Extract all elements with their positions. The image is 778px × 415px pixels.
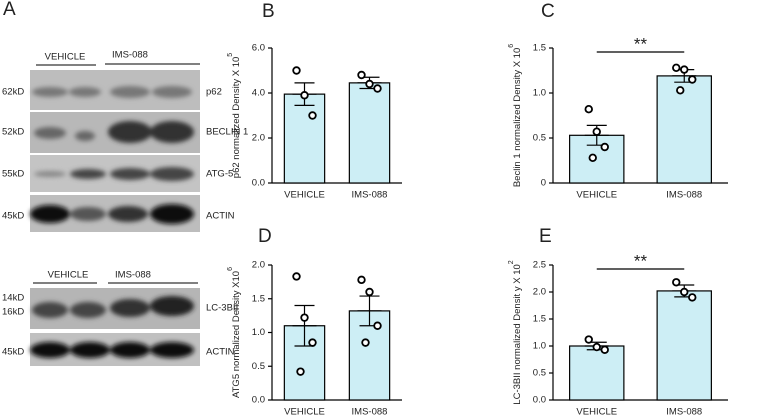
y-tick-label: 2.0 xyxy=(252,133,265,144)
y-tick-label: 1.5 xyxy=(533,43,546,54)
data-point xyxy=(308,338,317,347)
x-tick-label: IMS-088 xyxy=(352,407,388,415)
panel-label: C xyxy=(541,1,555,22)
y-tick-label: 0 xyxy=(541,178,546,189)
data-point xyxy=(308,111,317,120)
y-tick-label: 1.0 xyxy=(252,327,265,338)
size-label: 52kD xyxy=(2,127,24,138)
y-tick-label: 0.5 xyxy=(252,361,265,372)
group-label: VEHICLE xyxy=(48,270,89,281)
y-tick-label: 1.5 xyxy=(252,293,265,304)
x-tick-label: VEHICLE xyxy=(284,190,325,201)
y-tick-label: 6.0 xyxy=(252,43,265,54)
y-tick-label: 0.0 xyxy=(252,395,265,406)
data-point xyxy=(296,367,305,376)
panel-label: A xyxy=(3,0,16,20)
y-axis-title-text: Beclin 1 normalized Density X 10 xyxy=(512,48,523,187)
data-point xyxy=(292,66,301,75)
data-point xyxy=(676,86,685,95)
y-tick-label: 0.0 xyxy=(252,178,265,189)
y-tick-label: 1.0 xyxy=(533,341,546,352)
y-axis-title: Beclin 1 normalized Density X 106 xyxy=(508,44,523,187)
data-point xyxy=(672,278,681,287)
bar xyxy=(348,82,391,184)
data-point xyxy=(672,63,681,72)
significance-label: ** xyxy=(634,251,648,270)
y-tick-label: 1.0 xyxy=(533,88,546,99)
significance-label: ** xyxy=(634,34,648,53)
y-tick-label: 2.5 xyxy=(533,260,546,271)
protein-label: ATG-5 xyxy=(206,169,233,180)
group-label: IMS-088 xyxy=(115,270,151,281)
y-axis-title: LC-3BII normalized Densit y X 102 xyxy=(508,260,523,404)
y-axis-title: ATG5 normalized Density X106 xyxy=(227,267,242,398)
data-point xyxy=(688,293,697,302)
y-tick-label: 0.5 xyxy=(533,133,546,144)
y-tick-label: 1.5 xyxy=(533,314,546,325)
data-point xyxy=(357,275,366,285)
bar xyxy=(656,75,712,184)
y-axis-title-text: LC-3BII normalized Densit y X 10 xyxy=(512,264,523,404)
protein-label: ACTIN xyxy=(206,211,235,222)
blot-panel-bottom: VEHICLE IMS-088 14kD 16kD 45kD LC-3BII A… xyxy=(2,270,238,366)
y-axis-title-text: ATG5 normalized Density X10 xyxy=(231,271,242,398)
data-point xyxy=(365,287,374,297)
bar xyxy=(283,93,326,184)
data-point xyxy=(361,338,370,347)
bar xyxy=(569,345,625,401)
panel-label: B xyxy=(262,1,275,22)
y-tick-label: 0.0 xyxy=(533,395,546,406)
data-point xyxy=(300,91,309,100)
size-label: 45kD xyxy=(2,211,24,222)
y-axis-title-exponent: 5 xyxy=(227,53,234,57)
data-point xyxy=(584,104,593,114)
blot-panel-top: VEHICLE IMS-088 62kD 52kD 55kD 45kD p62 … xyxy=(2,50,248,232)
y-axis-title-exponent: 2 xyxy=(508,260,515,264)
protein-label: ACTIN xyxy=(206,347,235,358)
y-axis-title-text: p62 normalized Density X 10 xyxy=(231,57,242,178)
protein-label: BECLIN 1 xyxy=(206,127,248,138)
y-axis-title: p62 normalized Density X 105 xyxy=(227,53,242,178)
bar xyxy=(656,290,712,401)
data-point xyxy=(373,321,382,330)
data-point xyxy=(357,70,366,80)
group-label: IMS-088 xyxy=(112,50,148,61)
x-tick-label: IMS-088 xyxy=(666,407,702,415)
panel-label: D xyxy=(258,226,272,247)
size-label: 55kD xyxy=(2,169,24,180)
protein-label: p62 xyxy=(206,87,222,98)
data-point xyxy=(365,79,374,89)
x-tick-label: IMS-088 xyxy=(666,190,702,201)
data-point xyxy=(300,313,309,322)
panel-label: E xyxy=(539,226,552,247)
y-tick-label: 4.0 xyxy=(252,88,265,99)
size-label: 16kD xyxy=(2,307,24,318)
data-point xyxy=(592,342,601,352)
x-tick-label: IMS-088 xyxy=(352,190,388,201)
protein-label: LC-3BII xyxy=(206,303,238,314)
x-tick-label: VEHICLE xyxy=(284,407,325,415)
group-label: VEHICLE xyxy=(45,52,86,63)
data-point xyxy=(688,75,697,84)
data-point xyxy=(680,287,689,297)
y-tick-label: 2.0 xyxy=(252,260,265,271)
size-label: 14kD xyxy=(2,293,24,304)
data-point xyxy=(584,335,593,344)
y-axis-title-exponent: 6 xyxy=(508,44,515,48)
y-tick-label: 0.5 xyxy=(533,368,546,379)
y-axis-title-exponent: 6 xyxy=(227,267,234,271)
data-point xyxy=(592,127,601,136)
data-point xyxy=(588,153,597,162)
size-label: 62kD xyxy=(2,87,24,98)
data-point xyxy=(600,142,609,152)
data-point xyxy=(600,345,609,354)
y-tick-label: 2.0 xyxy=(533,287,546,298)
x-tick-label: VEHICLE xyxy=(576,407,617,415)
data-point xyxy=(680,65,689,74)
x-tick-label: VEHICLE xyxy=(576,190,617,201)
size-label: 45kD xyxy=(2,347,24,358)
data-point xyxy=(373,84,382,93)
data-point xyxy=(292,272,301,281)
